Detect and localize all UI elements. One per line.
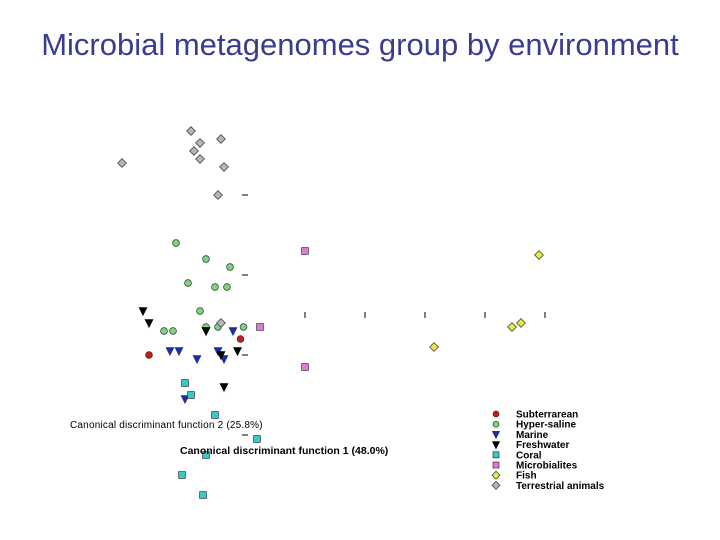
data-point (256, 323, 264, 331)
data-point (202, 451, 210, 459)
data-point (165, 347, 175, 357)
data-point (201, 327, 211, 337)
legend-marker (491, 480, 501, 490)
data-point (211, 411, 219, 419)
legend-marker (491, 441, 501, 450)
data-point (189, 146, 199, 156)
data-point (199, 491, 207, 499)
data-point (516, 318, 526, 328)
slide-title: Microbial metagenomes group by environme… (41, 27, 679, 62)
data-point (196, 307, 204, 315)
legend: SubterrareanHyper-salineMarineFreshwater… (491, 410, 605, 492)
data-point (138, 307, 148, 317)
points-layer (117, 126, 544, 499)
data-point (239, 323, 248, 331)
legend-marker (492, 461, 500, 469)
data-point (195, 138, 205, 148)
legend-marker (492, 420, 500, 428)
data-point (226, 263, 234, 271)
data-point (253, 435, 261, 443)
data-point (174, 347, 184, 357)
data-point (213, 190, 223, 200)
data-point (180, 395, 190, 405)
data-point (219, 383, 229, 393)
legend-marker (491, 431, 501, 440)
data-point (301, 363, 309, 371)
data-point (223, 283, 231, 291)
legend-label: Subterrarean (516, 410, 578, 421)
data-point (117, 158, 127, 168)
legend-marker (491, 470, 501, 480)
data-point (160, 327, 168, 335)
data-point (202, 255, 210, 263)
data-point (216, 351, 226, 361)
data-point (195, 154, 205, 164)
data-point (219, 162, 229, 172)
data-point (172, 239, 180, 247)
legend-label: Coral (516, 450, 542, 461)
data-point (301, 247, 309, 255)
data-point (187, 391, 195, 399)
data-point (507, 322, 517, 332)
data-point (192, 355, 202, 365)
data-point (228, 327, 238, 337)
axis-layer (242, 194, 546, 436)
data-point (534, 250, 544, 260)
data-point (181, 379, 189, 387)
data-point (216, 134, 226, 144)
data-point (184, 279, 192, 287)
legend-marker (492, 410, 500, 418)
data-point (216, 318, 226, 328)
data-point (178, 471, 186, 479)
legend-label: Hyper-saline (516, 420, 576, 431)
data-point (211, 283, 219, 291)
y-axis-label: Canonical discriminant function 2 (25.8%… (70, 420, 263, 431)
legend-label: Fish (516, 471, 537, 482)
legend-marker (492, 451, 500, 459)
legend-label: Freshwater (516, 440, 569, 451)
x-axis-label: Canonical discriminant function 1 (48.0%… (180, 445, 388, 457)
data-point (236, 335, 245, 343)
data-point (145, 351, 153, 359)
data-point (144, 319, 154, 329)
data-point (233, 347, 242, 357)
data-point (169, 327, 177, 335)
data-point (186, 126, 196, 136)
legend-label: Terrestrial animals (516, 481, 605, 492)
legend-label: Marine (516, 430, 549, 441)
data-point (429, 342, 439, 352)
legend-label: Microbialites (516, 461, 578, 472)
